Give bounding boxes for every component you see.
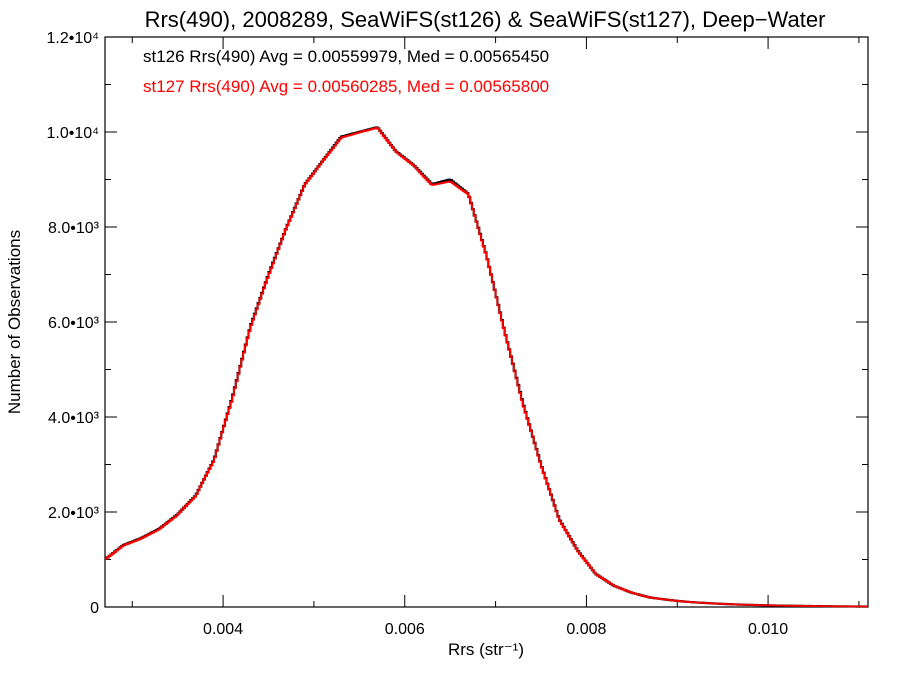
y-axis-label: Number of Observations (5, 230, 24, 414)
plot-area (104, 36, 869, 608)
axes: 0 2.0•10³ 4.0•10³ 6.0•10³ 8.0•10³ 1.0•10⁴ 1.2•… (46, 30, 868, 638)
legend-st126: st126 Rrs(490) Avg = 0.00559979, Med = 0… (143, 47, 549, 66)
x-axis-label: Rrs (str⁻¹) (448, 640, 524, 659)
x-tick-label: 0.006 (385, 621, 425, 638)
x-tick-label: 0.008 (566, 621, 606, 638)
series-layer (105, 126, 868, 608)
y-tick-label: 4.0•10³ (48, 410, 100, 427)
y-tick-label: 1.0•10⁴ (46, 125, 99, 142)
y-tick-label: 2.0•10³ (48, 505, 100, 522)
y-tick-label: 6.0•10³ (48, 315, 100, 332)
y-tick-label: 1.2•10⁴ (46, 30, 99, 47)
chart-title: Rrs(490), 2008289, SeaWiFS(st126) & SeaW… (145, 7, 826, 32)
y-tick-label: 8.0•10³ (48, 220, 100, 237)
series-line-st126 (105, 126, 868, 608)
x-tick-label: 0.004 (203, 621, 243, 638)
y-tick-label: 0 (90, 600, 99, 617)
series-line-st127 (105, 127, 868, 608)
legend-st127: st127 Rrs(490) Avg = 0.00560285, Med = 0… (143, 77, 549, 96)
x-tick-label: 0.010 (748, 621, 788, 638)
plot-frame (104, 36, 869, 608)
